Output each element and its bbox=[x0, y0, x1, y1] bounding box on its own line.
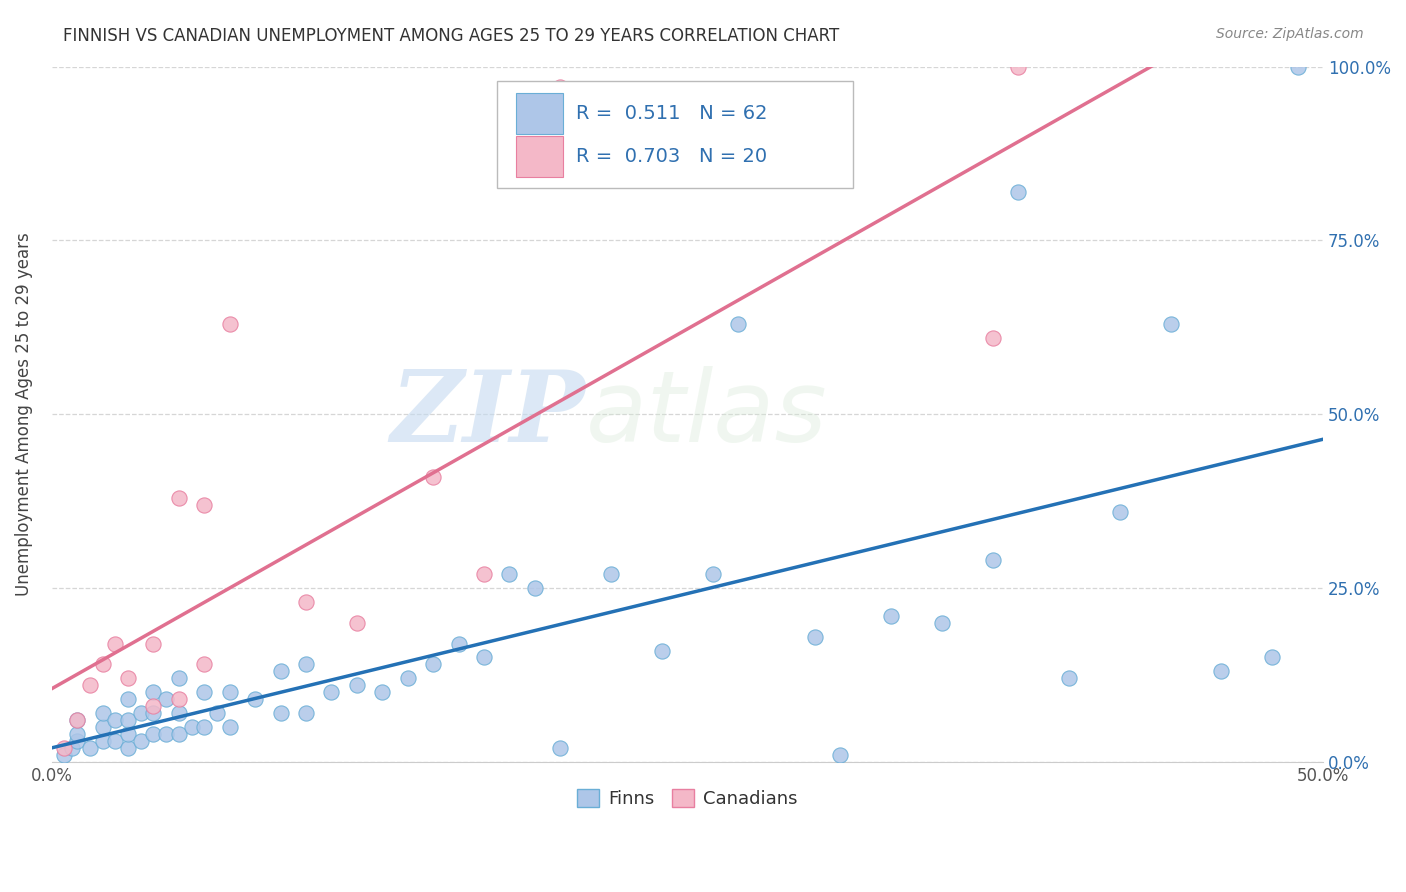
Point bbox=[828, 747, 851, 762]
Point bbox=[79, 740, 101, 755]
Text: R =  0.511   N = 62: R = 0.511 N = 62 bbox=[575, 103, 768, 123]
Point bbox=[243, 692, 266, 706]
Point bbox=[523, 581, 546, 595]
Text: FINNISH VS CANADIAN UNEMPLOYMENT AMONG AGES 25 TO 29 YEARS CORRELATION CHART: FINNISH VS CANADIAN UNEMPLOYMENT AMONG A… bbox=[63, 27, 839, 45]
Point bbox=[981, 331, 1004, 345]
Point bbox=[104, 713, 127, 727]
Point bbox=[550, 740, 572, 755]
Point bbox=[91, 734, 114, 748]
Point bbox=[472, 650, 495, 665]
Point bbox=[702, 567, 724, 582]
Point bbox=[142, 637, 165, 651]
Point bbox=[117, 727, 139, 741]
FancyBboxPatch shape bbox=[516, 93, 562, 134]
Point bbox=[60, 740, 83, 755]
Point bbox=[1211, 665, 1233, 679]
Point bbox=[167, 671, 190, 685]
Point bbox=[53, 740, 76, 755]
Point bbox=[880, 608, 903, 623]
Point bbox=[91, 706, 114, 720]
Point bbox=[803, 630, 825, 644]
Point bbox=[1261, 650, 1284, 665]
Text: ZIP: ZIP bbox=[391, 366, 586, 462]
Point bbox=[155, 692, 177, 706]
Point bbox=[270, 706, 292, 720]
Point bbox=[104, 637, 127, 651]
Point bbox=[167, 491, 190, 505]
Point bbox=[117, 740, 139, 755]
Point bbox=[1007, 60, 1029, 74]
Point bbox=[472, 567, 495, 582]
Point bbox=[180, 720, 202, 734]
Point bbox=[295, 595, 318, 609]
Point bbox=[1057, 671, 1080, 685]
Point bbox=[422, 657, 444, 672]
Point bbox=[129, 734, 152, 748]
Point bbox=[1160, 317, 1182, 331]
Point bbox=[167, 727, 190, 741]
Point bbox=[117, 713, 139, 727]
Point bbox=[104, 734, 127, 748]
Point bbox=[1108, 504, 1130, 518]
Point bbox=[142, 685, 165, 699]
Point bbox=[371, 685, 394, 699]
Point bbox=[167, 706, 190, 720]
Point bbox=[498, 567, 520, 582]
Point bbox=[167, 692, 190, 706]
Point bbox=[193, 685, 215, 699]
Point bbox=[66, 713, 89, 727]
Legend: Finns, Canadians: Finns, Canadians bbox=[569, 781, 804, 815]
Text: R =  0.703   N = 20: R = 0.703 N = 20 bbox=[575, 147, 766, 167]
Point bbox=[205, 706, 228, 720]
Point bbox=[270, 665, 292, 679]
Point bbox=[129, 706, 152, 720]
Point bbox=[79, 678, 101, 692]
Point bbox=[142, 706, 165, 720]
Point bbox=[66, 734, 89, 748]
Point bbox=[155, 727, 177, 741]
Point bbox=[66, 727, 89, 741]
Point bbox=[346, 678, 368, 692]
Point bbox=[447, 637, 470, 651]
Point bbox=[931, 615, 953, 630]
Point bbox=[550, 80, 572, 95]
Point bbox=[117, 692, 139, 706]
Text: atlas: atlas bbox=[586, 366, 827, 463]
Point bbox=[651, 643, 673, 657]
Point bbox=[53, 747, 76, 762]
Point bbox=[727, 317, 749, 331]
Text: Source: ZipAtlas.com: Source: ZipAtlas.com bbox=[1216, 27, 1364, 41]
Point bbox=[193, 720, 215, 734]
Y-axis label: Unemployment Among Ages 25 to 29 years: Unemployment Among Ages 25 to 29 years bbox=[15, 232, 32, 596]
Point bbox=[346, 615, 368, 630]
Point bbox=[396, 671, 419, 685]
Point bbox=[142, 699, 165, 714]
Point bbox=[218, 317, 240, 331]
Point bbox=[91, 720, 114, 734]
FancyBboxPatch shape bbox=[516, 136, 562, 178]
Point bbox=[1286, 60, 1309, 74]
Point bbox=[117, 671, 139, 685]
Point bbox=[295, 706, 318, 720]
Point bbox=[218, 685, 240, 699]
Point bbox=[142, 727, 165, 741]
Point bbox=[66, 713, 89, 727]
Point bbox=[321, 685, 343, 699]
Point bbox=[193, 498, 215, 512]
Point bbox=[981, 553, 1004, 567]
Point bbox=[1007, 185, 1029, 199]
Point bbox=[91, 657, 114, 672]
FancyBboxPatch shape bbox=[496, 80, 852, 188]
Point bbox=[193, 657, 215, 672]
Point bbox=[600, 567, 623, 582]
Point bbox=[422, 469, 444, 483]
Point bbox=[218, 720, 240, 734]
Point bbox=[295, 657, 318, 672]
